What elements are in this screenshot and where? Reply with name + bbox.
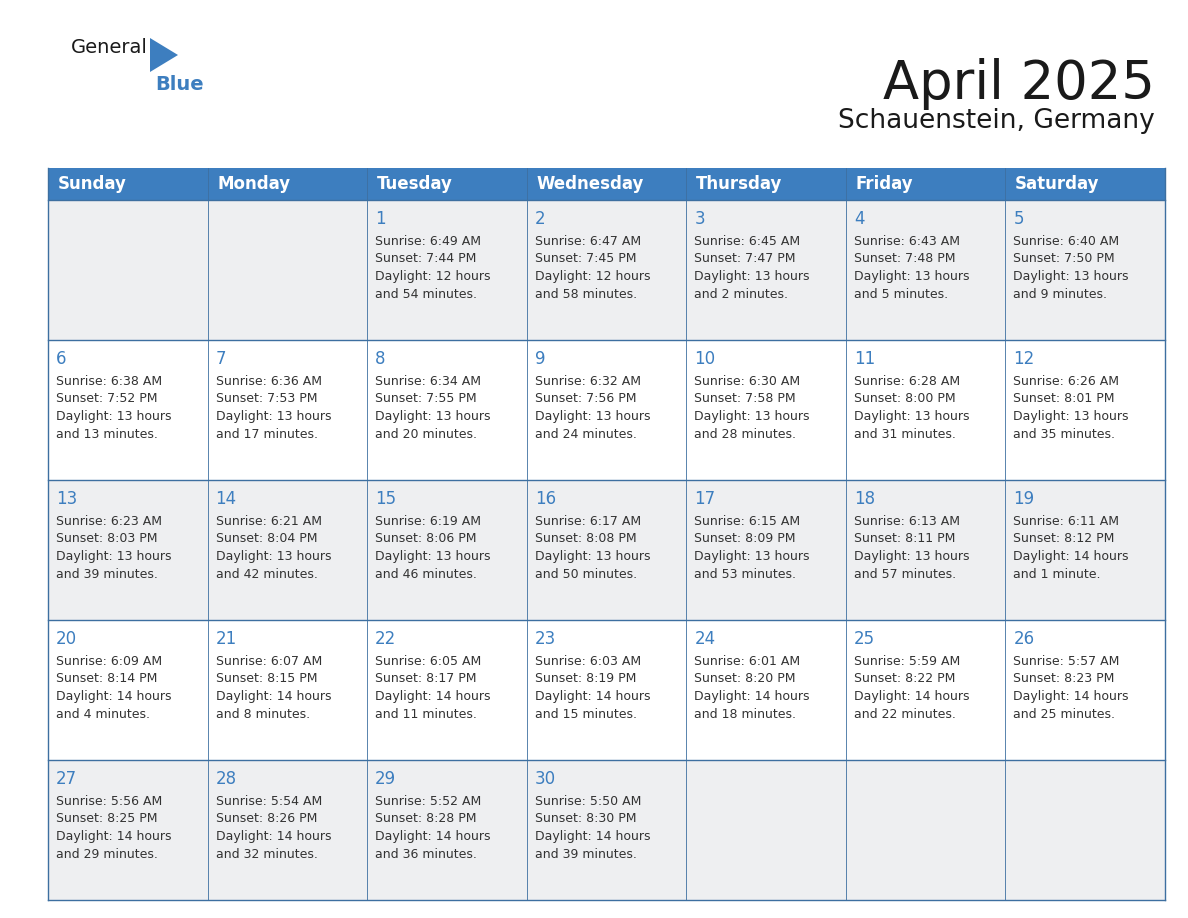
Text: Sunrise: 5:57 AM
Sunset: 8:23 PM
Daylight: 14 hours
and 25 minutes.: Sunrise: 5:57 AM Sunset: 8:23 PM Dayligh…: [1013, 655, 1129, 721]
Text: 9: 9: [535, 350, 545, 368]
Bar: [48, 760, 1165, 900]
Text: 12: 12: [1013, 350, 1035, 368]
Text: 19: 19: [1013, 490, 1035, 508]
Text: 11: 11: [854, 350, 876, 368]
Text: Sunrise: 6:03 AM
Sunset: 8:19 PM
Daylight: 14 hours
and 15 minutes.: Sunrise: 6:03 AM Sunset: 8:19 PM Dayligh…: [535, 655, 650, 721]
Text: 18: 18: [854, 490, 874, 508]
Bar: [846, 168, 1005, 200]
Bar: [48, 340, 1165, 480]
Text: 17: 17: [694, 490, 715, 508]
Text: 5: 5: [1013, 210, 1024, 228]
Bar: [48, 168, 208, 200]
Text: 10: 10: [694, 350, 715, 368]
Text: 20: 20: [56, 630, 77, 648]
Text: 3: 3: [694, 210, 704, 228]
Text: Sunrise: 5:50 AM
Sunset: 8:30 PM
Daylight: 14 hours
and 39 minutes.: Sunrise: 5:50 AM Sunset: 8:30 PM Dayligh…: [535, 795, 650, 860]
Text: 29: 29: [375, 770, 397, 788]
Text: Sunrise: 6:01 AM
Sunset: 8:20 PM
Daylight: 14 hours
and 18 minutes.: Sunrise: 6:01 AM Sunset: 8:20 PM Dayligh…: [694, 655, 810, 721]
Text: Sunrise: 6:19 AM
Sunset: 8:06 PM
Daylight: 13 hours
and 46 minutes.: Sunrise: 6:19 AM Sunset: 8:06 PM Dayligh…: [375, 515, 491, 580]
Text: Saturday: Saturday: [1015, 175, 1100, 193]
Text: Sunrise: 6:07 AM
Sunset: 8:15 PM
Daylight: 14 hours
and 8 minutes.: Sunrise: 6:07 AM Sunset: 8:15 PM Dayligh…: [215, 655, 331, 721]
Text: 6: 6: [56, 350, 67, 368]
Text: 28: 28: [215, 770, 236, 788]
Text: Thursday: Thursday: [696, 175, 782, 193]
Text: 14: 14: [215, 490, 236, 508]
Text: General: General: [71, 38, 148, 57]
Text: Sunrise: 5:56 AM
Sunset: 8:25 PM
Daylight: 14 hours
and 29 minutes.: Sunrise: 5:56 AM Sunset: 8:25 PM Dayligh…: [56, 795, 171, 860]
Text: 8: 8: [375, 350, 386, 368]
Bar: [48, 620, 1165, 760]
Text: 21: 21: [215, 630, 236, 648]
Bar: [208, 168, 367, 200]
Polygon shape: [150, 38, 178, 72]
Text: Sunday: Sunday: [57, 175, 126, 193]
Text: Sunrise: 6:45 AM
Sunset: 7:47 PM
Daylight: 13 hours
and 2 minutes.: Sunrise: 6:45 AM Sunset: 7:47 PM Dayligh…: [694, 235, 810, 300]
Text: 26: 26: [1013, 630, 1035, 648]
Text: Sunrise: 6:26 AM
Sunset: 8:01 PM
Daylight: 13 hours
and 35 minutes.: Sunrise: 6:26 AM Sunset: 8:01 PM Dayligh…: [1013, 375, 1129, 441]
Text: Sunrise: 6:15 AM
Sunset: 8:09 PM
Daylight: 13 hours
and 53 minutes.: Sunrise: 6:15 AM Sunset: 8:09 PM Dayligh…: [694, 515, 810, 580]
Text: Sunrise: 6:21 AM
Sunset: 8:04 PM
Daylight: 13 hours
and 42 minutes.: Sunrise: 6:21 AM Sunset: 8:04 PM Dayligh…: [215, 515, 331, 580]
Text: Sunrise: 6:49 AM
Sunset: 7:44 PM
Daylight: 12 hours
and 54 minutes.: Sunrise: 6:49 AM Sunset: 7:44 PM Dayligh…: [375, 235, 491, 300]
Text: Sunrise: 5:52 AM
Sunset: 8:28 PM
Daylight: 14 hours
and 36 minutes.: Sunrise: 5:52 AM Sunset: 8:28 PM Dayligh…: [375, 795, 491, 860]
Text: 30: 30: [535, 770, 556, 788]
Text: Sunrise: 6:09 AM
Sunset: 8:14 PM
Daylight: 14 hours
and 4 minutes.: Sunrise: 6:09 AM Sunset: 8:14 PM Dayligh…: [56, 655, 171, 721]
Bar: [367, 168, 526, 200]
Text: Sunrise: 6:23 AM
Sunset: 8:03 PM
Daylight: 13 hours
and 39 minutes.: Sunrise: 6:23 AM Sunset: 8:03 PM Dayligh…: [56, 515, 171, 580]
Bar: [687, 168, 846, 200]
Text: Friday: Friday: [855, 175, 914, 193]
Text: 1: 1: [375, 210, 386, 228]
Text: 15: 15: [375, 490, 397, 508]
Text: Sunrise: 6:34 AM
Sunset: 7:55 PM
Daylight: 13 hours
and 20 minutes.: Sunrise: 6:34 AM Sunset: 7:55 PM Dayligh…: [375, 375, 491, 441]
Text: April 2025: April 2025: [883, 58, 1155, 110]
Text: Wednesday: Wednesday: [536, 175, 644, 193]
Text: 24: 24: [694, 630, 715, 648]
Text: Monday: Monday: [217, 175, 290, 193]
Text: Sunrise: 6:40 AM
Sunset: 7:50 PM
Daylight: 13 hours
and 9 minutes.: Sunrise: 6:40 AM Sunset: 7:50 PM Dayligh…: [1013, 235, 1129, 300]
Text: 16: 16: [535, 490, 556, 508]
Text: Sunrise: 6:32 AM
Sunset: 7:56 PM
Daylight: 13 hours
and 24 minutes.: Sunrise: 6:32 AM Sunset: 7:56 PM Dayligh…: [535, 375, 650, 441]
Bar: [1005, 168, 1165, 200]
Text: 25: 25: [854, 630, 874, 648]
Text: Blue: Blue: [154, 75, 203, 94]
Text: 27: 27: [56, 770, 77, 788]
Text: Sunrise: 6:47 AM
Sunset: 7:45 PM
Daylight: 12 hours
and 58 minutes.: Sunrise: 6:47 AM Sunset: 7:45 PM Dayligh…: [535, 235, 650, 300]
Text: Sunrise: 6:05 AM
Sunset: 8:17 PM
Daylight: 14 hours
and 11 minutes.: Sunrise: 6:05 AM Sunset: 8:17 PM Dayligh…: [375, 655, 491, 721]
Text: Sunrise: 6:13 AM
Sunset: 8:11 PM
Daylight: 13 hours
and 57 minutes.: Sunrise: 6:13 AM Sunset: 8:11 PM Dayligh…: [854, 515, 969, 580]
Text: 4: 4: [854, 210, 865, 228]
Text: 23: 23: [535, 630, 556, 648]
Text: 2: 2: [535, 210, 545, 228]
Text: Sunrise: 5:59 AM
Sunset: 8:22 PM
Daylight: 14 hours
and 22 minutes.: Sunrise: 5:59 AM Sunset: 8:22 PM Dayligh…: [854, 655, 969, 721]
Text: Sunrise: 5:54 AM
Sunset: 8:26 PM
Daylight: 14 hours
and 32 minutes.: Sunrise: 5:54 AM Sunset: 8:26 PM Dayligh…: [215, 795, 331, 860]
Text: 13: 13: [56, 490, 77, 508]
Text: Schauenstein, Germany: Schauenstein, Germany: [839, 108, 1155, 134]
Bar: [526, 168, 687, 200]
Bar: [48, 200, 1165, 340]
Text: 7: 7: [215, 350, 226, 368]
Text: Sunrise: 6:38 AM
Sunset: 7:52 PM
Daylight: 13 hours
and 13 minutes.: Sunrise: 6:38 AM Sunset: 7:52 PM Dayligh…: [56, 375, 171, 441]
Text: Tuesday: Tuesday: [377, 175, 453, 193]
Text: 22: 22: [375, 630, 397, 648]
Text: Sunrise: 6:11 AM
Sunset: 8:12 PM
Daylight: 14 hours
and 1 minute.: Sunrise: 6:11 AM Sunset: 8:12 PM Dayligh…: [1013, 515, 1129, 580]
Bar: [48, 480, 1165, 620]
Text: Sunrise: 6:28 AM
Sunset: 8:00 PM
Daylight: 13 hours
and 31 minutes.: Sunrise: 6:28 AM Sunset: 8:00 PM Dayligh…: [854, 375, 969, 441]
Text: Sunrise: 6:30 AM
Sunset: 7:58 PM
Daylight: 13 hours
and 28 minutes.: Sunrise: 6:30 AM Sunset: 7:58 PM Dayligh…: [694, 375, 810, 441]
Text: Sunrise: 6:43 AM
Sunset: 7:48 PM
Daylight: 13 hours
and 5 minutes.: Sunrise: 6:43 AM Sunset: 7:48 PM Dayligh…: [854, 235, 969, 300]
Text: Sunrise: 6:36 AM
Sunset: 7:53 PM
Daylight: 13 hours
and 17 minutes.: Sunrise: 6:36 AM Sunset: 7:53 PM Dayligh…: [215, 375, 331, 441]
Text: Sunrise: 6:17 AM
Sunset: 8:08 PM
Daylight: 13 hours
and 50 minutes.: Sunrise: 6:17 AM Sunset: 8:08 PM Dayligh…: [535, 515, 650, 580]
